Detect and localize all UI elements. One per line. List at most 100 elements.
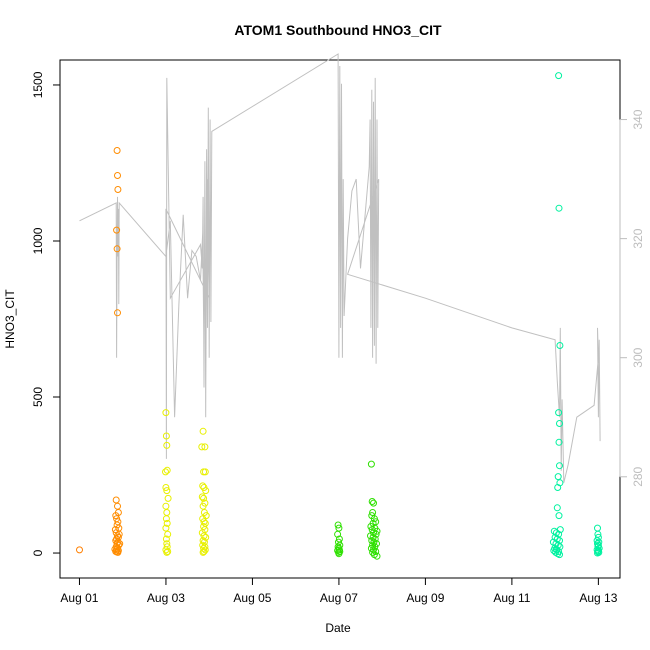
data-point — [373, 552, 381, 560]
data-point — [371, 535, 379, 543]
y2-tick-label: 300 — [631, 347, 645, 367]
y-tick-label: 1000 — [31, 227, 45, 254]
x-tick-label: Aug 09 — [406, 591, 444, 605]
data-point — [368, 537, 376, 545]
data-point — [113, 147, 121, 154]
data-point — [115, 530, 123, 538]
data-point — [334, 521, 342, 529]
data-point — [163, 509, 171, 516]
data-point — [552, 545, 560, 553]
data-point — [555, 512, 563, 520]
data-point — [553, 504, 561, 512]
data-point — [369, 509, 377, 516]
data-point — [202, 487, 210, 495]
data-point — [112, 512, 120, 520]
data-point — [163, 441, 171, 449]
x-tick-label: Aug 03 — [147, 591, 185, 605]
data-point — [111, 526, 119, 534]
data-point — [200, 544, 208, 552]
data-point — [198, 493, 206, 501]
data-point — [162, 432, 170, 440]
x-tick-label: Aug 11 — [493, 591, 530, 605]
data-point — [76, 546, 83, 554]
x-tick-label: Aug 13 — [579, 591, 617, 605]
y2-tick-label: 320 — [631, 228, 645, 248]
data-point — [114, 309, 121, 317]
data-point — [164, 494, 172, 502]
data-point — [164, 548, 172, 555]
data-point — [163, 466, 171, 474]
data-point — [368, 498, 376, 505]
chart-title: ATOM1 Southbound HNO3_CIT — [234, 22, 442, 38]
data-point — [163, 519, 171, 527]
data-point — [555, 438, 563, 446]
data-point — [112, 496, 120, 504]
data-point — [162, 515, 170, 523]
data-point — [111, 545, 119, 553]
data-point — [162, 468, 169, 476]
x-axis: Aug 01 Aug 03 Aug 05 Aug 07 Aug 09 Aug 11 Aug … — [60, 577, 618, 605]
data-point — [594, 549, 601, 557]
data-point — [368, 526, 376, 534]
data-point — [113, 226, 121, 234]
data-point — [162, 502, 170, 510]
data-point — [200, 523, 208, 530]
x-axis-label: Date — [325, 621, 351, 635]
y-tick-label: 500 — [31, 387, 45, 407]
data-point — [162, 524, 170, 532]
data-point — [162, 484, 170, 491]
data-point — [200, 548, 208, 555]
data-point — [369, 533, 377, 541]
data-point — [369, 548, 377, 556]
data-point — [200, 518, 208, 526]
data-point — [372, 548, 380, 555]
y-tick-label: 1500 — [31, 71, 45, 98]
data-point — [199, 548, 207, 556]
x-tick-label: Aug 07 — [320, 591, 358, 605]
data-point — [554, 473, 562, 481]
data-point — [367, 460, 375, 468]
data-point — [370, 499, 377, 507]
y-axis: 0 500 1000 1500 — [31, 71, 61, 556]
data-point — [367, 523, 375, 530]
data-point — [164, 530, 172, 538]
y2-tick-label: 340 — [631, 109, 645, 129]
x-tick-label: Aug 05 — [233, 591, 271, 605]
data-point — [199, 502, 207, 510]
data-point — [556, 551, 563, 559]
data-point — [369, 541, 377, 549]
data-point — [370, 515, 378, 523]
data-point — [116, 540, 124, 548]
data-point — [200, 494, 208, 502]
x-tick-label: Aug 01 — [60, 591, 98, 605]
data-point — [556, 462, 563, 470]
y-tick-label: 0 — [31, 549, 45, 556]
data-point — [556, 420, 563, 427]
data-point — [594, 524, 601, 532]
data-point — [199, 427, 207, 435]
secondary-y-axis: 280 300 320 340 — [619, 109, 645, 487]
data-point — [198, 443, 206, 451]
data-point — [555, 72, 563, 80]
data-point — [554, 484, 562, 491]
data-point — [201, 443, 209, 451]
data-point — [114, 186, 122, 193]
data-point — [163, 487, 171, 495]
data-point — [114, 172, 121, 179]
data-point — [162, 409, 170, 417]
scatter-points — [76, 72, 603, 560]
data-point — [114, 502, 121, 510]
data-point — [335, 550, 343, 558]
data-point — [555, 409, 563, 417]
data-point — [556, 342, 564, 349]
y-axis-label: HNO3_CIT — [3, 289, 17, 349]
secondary-axis-trace — [79, 53, 601, 483]
data-point — [162, 535, 170, 543]
data-point — [199, 537, 207, 545]
data-point — [163, 548, 171, 556]
secondary-trace-line — [79, 53, 601, 483]
data-point — [555, 204, 563, 212]
data-point — [334, 530, 342, 538]
data-point — [113, 245, 121, 253]
